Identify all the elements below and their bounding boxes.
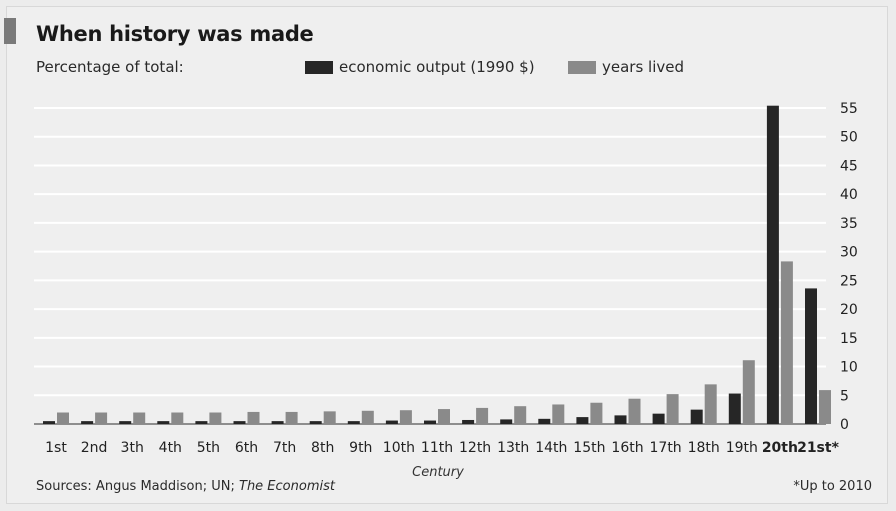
bar-economic-output — [576, 417, 589, 424]
x-tick-label: 1st — [45, 440, 67, 456]
bar-years-lived — [438, 409, 450, 424]
x-tick-label: 6th — [235, 440, 258, 456]
legend-label-years-lived: years lived — [602, 58, 685, 76]
corner-tab — [4, 18, 16, 44]
bar-years-lived — [133, 412, 146, 424]
y-tick-label: 5 — [840, 388, 849, 404]
x-tick-label: 8th — [311, 440, 334, 456]
chart-title: When history was made — [36, 22, 314, 46]
bar-economic-output — [233, 421, 246, 424]
bar-economic-output — [195, 421, 208, 424]
x-tick-label: 4th — [159, 440, 182, 456]
y-tick-label: 10 — [840, 360, 858, 376]
bar-economic-output — [43, 421, 55, 424]
x-tick-label: 12th — [459, 440, 491, 456]
bar-economic-output — [690, 409, 703, 424]
bar-economic-output — [424, 420, 436, 424]
x-tick-label: 17th — [650, 440, 682, 456]
x-tick-label: 19th — [726, 440, 758, 456]
y-tick-label: 30 — [840, 245, 858, 261]
bar-years-lived — [209, 412, 222, 424]
chart-subtitle: Percentage of total: — [36, 58, 184, 76]
x-tick-label: 3th — [121, 440, 144, 456]
footnote: *Up to 2010 — [793, 479, 872, 494]
bar-years-lived — [704, 384, 717, 424]
bar-economic-output — [347, 421, 360, 424]
x-tick-label: 13th — [497, 440, 529, 456]
bar-economic-output — [462, 419, 475, 424]
x-tick-label: 11th — [421, 440, 453, 456]
sources-italic: The Economist — [239, 479, 335, 494]
bar-economic-output — [538, 418, 551, 424]
bar-years-lived — [552, 404, 565, 424]
bar-economic-output — [309, 421, 322, 424]
bar-years-lived — [628, 398, 641, 424]
x-tick-label: 15th — [573, 440, 605, 456]
bar-years-lived — [590, 402, 603, 424]
bar-years-lived — [323, 411, 336, 424]
bar-years-lived — [361, 410, 374, 424]
bar-years-lived — [95, 412, 108, 424]
bar-economic-output — [728, 393, 741, 424]
bar-years-lived — [247, 411, 260, 424]
x-tick-label: 7th — [273, 440, 296, 456]
bar-economic-output — [652, 413, 665, 424]
bar-years-lived — [57, 412, 69, 424]
x-tick-label: 2nd — [81, 440, 108, 456]
bar-economic-output — [805, 288, 817, 424]
bar-economic-output — [157, 421, 170, 424]
y-tick-label: 15 — [840, 331, 858, 347]
legend-swatch-economic-output — [305, 60, 333, 74]
legend-economic-output: economic output (1990 $) — [305, 58, 535, 76]
y-tick-label: 25 — [840, 273, 858, 289]
y-tick-label: 20 — [840, 302, 858, 318]
x-tick-label: 9th — [349, 440, 372, 456]
bar-years-lived — [819, 390, 831, 424]
y-tick-label: 0 — [840, 417, 849, 433]
x-tick-label: 21st* — [797, 440, 840, 456]
legend-label-economic-output: economic output (1990 $) — [339, 58, 535, 76]
sources-prefix: Sources: Angus Maddison; UN; — [36, 479, 239, 494]
y-tick-label: 50 — [840, 130, 858, 146]
bar-economic-output — [81, 421, 94, 424]
x-tick-label: 18th — [688, 440, 720, 456]
bar-years-lived — [514, 406, 527, 424]
sources-note: Sources: Angus Maddison; UN; The Economi… — [36, 479, 335, 494]
x-axis-label: Century — [412, 465, 464, 480]
x-tick-label: 20th — [762, 440, 798, 456]
bar-economic-output — [119, 421, 132, 424]
bar-years-lived — [742, 360, 755, 424]
x-tick-label: 16th — [611, 440, 643, 456]
x-tick-label: 10th — [383, 440, 415, 456]
y-tick-label: 55 — [840, 101, 858, 117]
bar-years-lived — [666, 394, 679, 424]
bar-economic-output — [385, 420, 398, 424]
bar-economic-output — [766, 105, 779, 425]
bar-years-lived — [399, 410, 412, 424]
x-tick-label: 5th — [197, 440, 220, 456]
bar-economic-output — [614, 415, 627, 424]
bar-years-lived — [285, 411, 298, 424]
bar-economic-output — [500, 419, 513, 424]
x-tick-label: 14th — [535, 440, 567, 456]
bar-years-lived — [476, 407, 489, 424]
y-tick-label: 35 — [840, 216, 858, 232]
bar-economic-output — [271, 421, 284, 424]
y-tick-label: 45 — [840, 158, 858, 174]
bar-years-lived — [171, 412, 184, 424]
y-tick-label: 40 — [840, 187, 858, 203]
bar-years-lived — [780, 261, 793, 424]
legend-years-lived: years lived — [568, 58, 684, 76]
legend-swatch-years-lived — [568, 60, 596, 74]
